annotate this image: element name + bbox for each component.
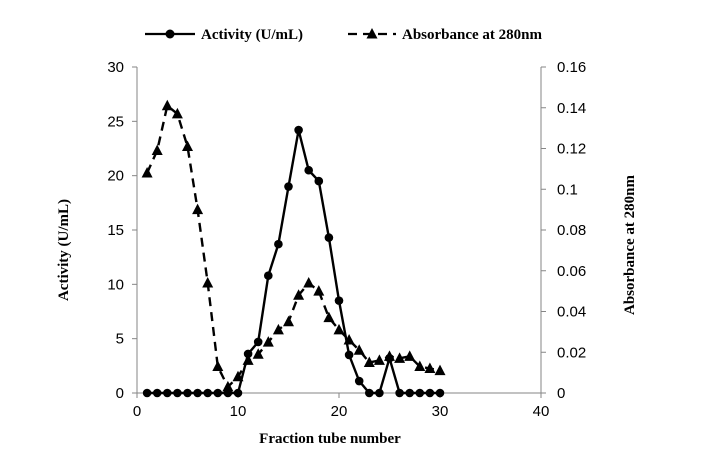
y-right-tick-label: 0.1 — [557, 181, 578, 198]
axes — [136, 67, 542, 394]
y-right-tick-label: 0 — [557, 385, 565, 402]
absorbance-point — [283, 315, 294, 327]
absorbance-point — [161, 99, 173, 111]
legend: Activity (U/mL) Absorbance at 280nm — [145, 27, 543, 43]
x-tick-label: 10 — [230, 403, 247, 420]
activity-point — [365, 388, 374, 398]
activity-point — [354, 376, 364, 386]
activity-point — [324, 233, 334, 242]
absorbance-point — [192, 203, 204, 215]
absorbance-point — [434, 364, 446, 376]
ticks: 0 10 20 30 40 0 5 10 15 20 25 30 0 0.02 0.04 0.06 0.08 0.… — [107, 59, 586, 420]
legend-absorbance-label: Absorbance at 280nm — [402, 27, 543, 43]
x-tick-label: 30 — [432, 403, 449, 420]
activity-point — [233, 388, 243, 398]
activity-point — [223, 388, 233, 398]
y-left-tick-label: 25 — [107, 113, 124, 130]
activity-point — [203, 388, 212, 398]
activity-point — [193, 388, 202, 398]
activity-point — [314, 176, 324, 186]
y-left-tick-label: 30 — [107, 59, 124, 76]
absorbance-point — [373, 354, 385, 365]
activity-point — [304, 165, 314, 175]
absorbance-point — [363, 356, 375, 367]
absorbance-point — [202, 276, 214, 288]
y-right-tick-label: 0.12 — [557, 141, 586, 158]
absorbance-point — [252, 348, 264, 359]
activity-point — [375, 388, 384, 398]
absorbance-point — [272, 323, 284, 335]
x-tick-label: 40 — [533, 403, 550, 420]
activity-point — [152, 388, 162, 398]
absorbance-point — [414, 360, 426, 372]
activity-point — [425, 388, 435, 398]
legend-absorbance-marker — [366, 28, 378, 39]
activity-point — [395, 388, 404, 398]
y-left-tick-label: 20 — [107, 168, 124, 185]
y-right-tick-label: 0.06 — [557, 263, 586, 280]
absorbance-point — [141, 166, 153, 178]
y-left-tick-label: 0 — [116, 385, 124, 402]
activity-point — [334, 296, 344, 305]
activity-point — [183, 388, 192, 398]
absorbance-point — [171, 107, 183, 119]
absorbance-point — [212, 360, 224, 372]
legend-activity-label: Activity (U/mL) — [201, 27, 303, 43]
absorbance-point — [151, 144, 163, 156]
absorbance-point — [222, 380, 234, 392]
absorbance-point — [303, 276, 315, 288]
x-tick-label: 0 — [133, 403, 141, 420]
absorbance-point — [323, 311, 335, 323]
activity-point — [344, 350, 354, 360]
activity-point — [415, 388, 425, 398]
absorbance-point — [424, 362, 436, 374]
activity-point — [274, 239, 283, 249]
y-left-tick-label: 15 — [107, 222, 124, 239]
activity-point — [284, 182, 293, 191]
activity-point — [294, 125, 303, 135]
y-right-tick-label: 0.14 — [557, 100, 586, 117]
activity-point — [435, 388, 445, 398]
activity-point — [142, 388, 152, 398]
activity-point — [385, 353, 394, 363]
absorbance-point — [353, 344, 365, 355]
x-axis-title: Fraction tube number — [259, 431, 401, 447]
series-absorbance — [141, 99, 446, 392]
activity-point — [243, 349, 253, 359]
x-tick-label: 20 — [331, 403, 348, 420]
absorbance-point — [333, 323, 345, 335]
series-layer — [141, 99, 446, 398]
legend-activity-marker — [165, 29, 175, 39]
activity-point — [173, 388, 182, 398]
activity-point — [405, 388, 415, 398]
activity-point — [163, 388, 172, 398]
absorbance-point — [313, 285, 325, 296]
y-axis-right-title: Absorbance at 280nm — [622, 175, 638, 316]
y-left-tick-label: 10 — [107, 276, 124, 293]
absorbance-point — [262, 336, 274, 347]
absorbance-point — [404, 350, 416, 361]
y-axis-left-title: Activity (U/mL) — [56, 199, 72, 301]
activity-point — [264, 271, 273, 280]
y-right-tick-label: 0.08 — [557, 222, 586, 239]
absorbance-point — [182, 140, 193, 151]
absorbance-point — [293, 289, 305, 300]
activity-point — [213, 388, 223, 398]
y-left-tick-label: 5 — [116, 331, 124, 348]
y-right-tick-label: 0.04 — [557, 304, 586, 321]
series-activity — [142, 125, 445, 398]
y-right-tick-label: 0.02 — [557, 344, 586, 361]
absorbance-point — [394, 352, 406, 363]
y-right-tick-label: 0.16 — [557, 59, 586, 76]
activity-point — [253, 337, 263, 347]
